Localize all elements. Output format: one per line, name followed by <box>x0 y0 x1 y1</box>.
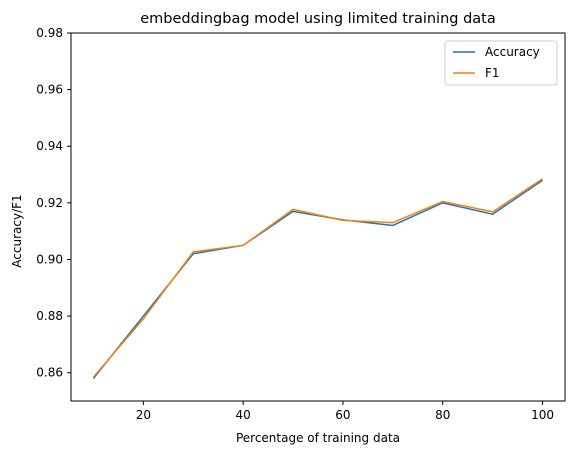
x-tick-label: 100 <box>531 408 554 422</box>
y-tick-label: 0.90 <box>36 252 63 266</box>
y-tick-label: 0.92 <box>36 196 63 210</box>
y-tick-label: 0.88 <box>36 309 63 323</box>
series-line-f1 <box>92 178 543 378</box>
plot-area <box>70 32 566 402</box>
x-axis-label: Percentage of training data <box>236 431 400 445</box>
legend-label-f1: F1 <box>485 66 500 80</box>
y-tick-label: 0.98 <box>36 26 63 40</box>
chart-title: embeddingbag model using limited trainin… <box>140 11 496 27</box>
y-axis-label: Accuracy/F1 <box>10 194 24 267</box>
y-tick-label: 0.94 <box>36 139 63 153</box>
x-tick-label: 60 <box>335 408 350 422</box>
series-lines <box>92 178 543 379</box>
legend-label-accuracy: Accuracy <box>485 45 540 59</box>
y-tick-label: 0.86 <box>36 366 63 380</box>
x-axis: 20 40 60 80 100 <box>136 401 554 422</box>
legend: Accuracy F1 <box>444 40 558 86</box>
x-tick-label: 20 <box>136 408 151 422</box>
y-axis: 0.86 0.88 0.90 0.92 0.94 0.96 0.98 <box>36 26 71 380</box>
x-tick-label: 40 <box>236 408 251 422</box>
y-tick-label: 0.96 <box>36 83 63 97</box>
x-tick-label: 80 <box>435 408 450 422</box>
plot-frame <box>70 32 566 402</box>
